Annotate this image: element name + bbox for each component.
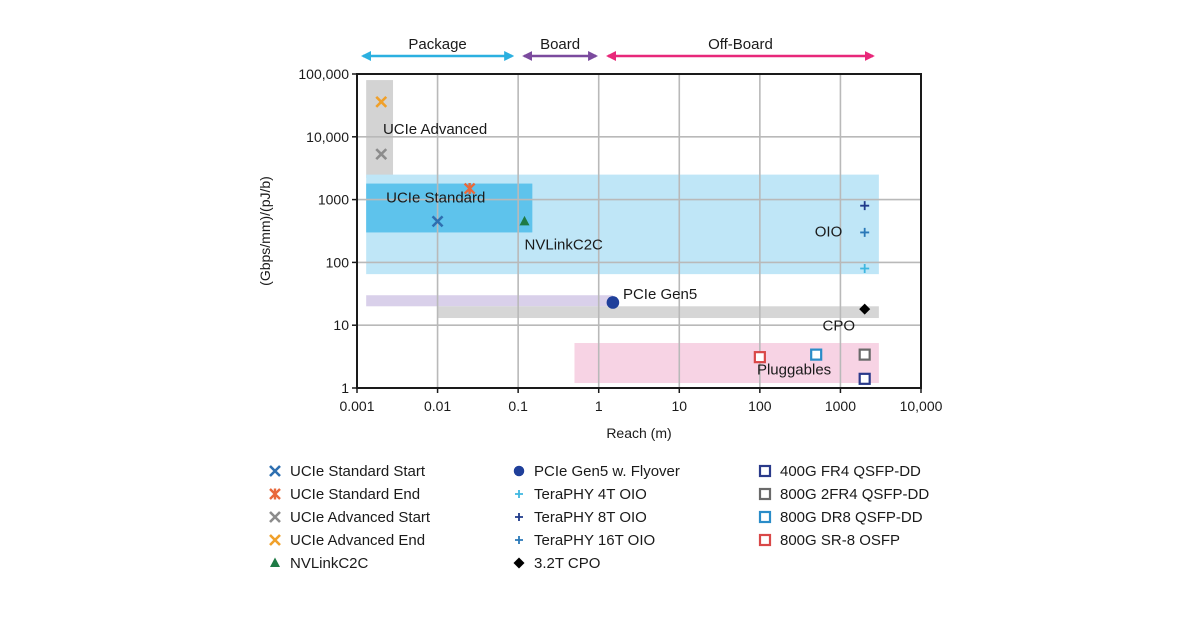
data-point bbox=[519, 215, 530, 226]
cpo-band bbox=[437, 306, 879, 319]
ucie-standard-band bbox=[366, 183, 533, 233]
legend-label: 800G 2FR4 QSFP-DD bbox=[780, 486, 929, 503]
plot-frame bbox=[356, 73, 922, 389]
annotation-label: OIO bbox=[815, 223, 843, 240]
region-label: Off-Board bbox=[708, 36, 773, 53]
x-tick-label: 1 bbox=[595, 398, 603, 414]
legend-marker bbox=[270, 557, 280, 567]
region-label: Package bbox=[408, 36, 466, 53]
data-point bbox=[753, 351, 766, 364]
data-point bbox=[858, 348, 871, 361]
legend-marker bbox=[758, 464, 772, 478]
x-tick-label: 10,000 bbox=[900, 398, 943, 414]
legend-marker bbox=[758, 487, 772, 501]
annotation-label: PCIe Gen5 bbox=[623, 286, 697, 303]
data-point bbox=[463, 182, 476, 195]
background-bands bbox=[366, 80, 879, 384]
y-tick-label: 100 bbox=[326, 254, 350, 270]
data-points bbox=[375, 95, 871, 385]
data-point bbox=[860, 227, 870, 237]
legend-marker bbox=[515, 536, 523, 544]
x-axis-title: Reach (m) bbox=[606, 425, 671, 441]
legend-label: NVLinkC2C bbox=[290, 555, 369, 572]
data-point bbox=[431, 215, 444, 228]
legend-marker bbox=[269, 488, 281, 500]
annotation-label: NVLinkC2C bbox=[525, 237, 604, 254]
legend-marker bbox=[758, 510, 772, 524]
legend-marker bbox=[513, 465, 525, 477]
y-tick-label: 1000 bbox=[318, 192, 349, 208]
annotations: UCIe Advanced UCIe Standard NVLinkC2C OIO PC… bbox=[383, 121, 855, 378]
legend-marker bbox=[513, 557, 525, 569]
region-label: Board bbox=[540, 36, 580, 53]
legend-label: 400G FR4 QSFP-DD bbox=[780, 463, 921, 480]
y-tick-label: 10 bbox=[333, 317, 349, 333]
y-axis-title: (Gbps/mm)/(pJ/b) bbox=[257, 176, 273, 286]
legend-label: PCIe Gen5 w. Flyover bbox=[534, 463, 680, 480]
legend-label: TeraPHY 8T OIO bbox=[534, 509, 647, 526]
data-point bbox=[606, 296, 620, 309]
legend-marker bbox=[758, 533, 772, 547]
legend-marker bbox=[269, 511, 281, 523]
data-point bbox=[859, 303, 871, 315]
legend-label: TeraPHY 4T OIO bbox=[534, 486, 647, 503]
data-point bbox=[375, 95, 388, 108]
annotation-label: Pluggables bbox=[757, 361, 831, 378]
x-tick-label: 0.1 bbox=[508, 398, 528, 414]
legend-marker bbox=[515, 513, 523, 521]
legend-label: 800G SR-8 OSFP bbox=[780, 532, 900, 549]
ucie-advanced-band bbox=[366, 80, 394, 179]
x-tick-label: 100 bbox=[748, 398, 772, 414]
legend-label: TeraPHY 16T OIO bbox=[534, 532, 655, 549]
legend: UCIe Standard Start UCIe Standard End UCIe… bbox=[269, 463, 929, 572]
legend-label: UCIe Advanced End bbox=[290, 532, 425, 549]
data-point bbox=[375, 148, 388, 161]
x-tick-label: 0.001 bbox=[339, 398, 374, 414]
x-tick-label: 0.01 bbox=[424, 398, 451, 414]
y-tick-label: 1 bbox=[341, 380, 349, 396]
x-tick-label: 10 bbox=[671, 398, 687, 414]
y-tick-label: 10,000 bbox=[306, 129, 349, 145]
pluggables-band bbox=[574, 343, 879, 384]
x-tick-label: 1000 bbox=[825, 398, 856, 414]
data-point bbox=[860, 263, 870, 273]
legend-label: UCIe Advanced Start bbox=[290, 509, 431, 526]
data-point bbox=[858, 372, 871, 385]
reach-regions: Package Board Off-Board bbox=[361, 36, 875, 61]
legend-marker bbox=[269, 534, 281, 546]
axes: 0.001 0.01 0.1 1 10 100 1000 10,000 1 10 100 1000 10… bbox=[257, 66, 943, 441]
legend-label: UCIe Standard Start bbox=[290, 463, 426, 480]
annotation-label: CPO bbox=[823, 317, 856, 334]
legend-marker bbox=[515, 490, 523, 498]
pcie-band bbox=[366, 295, 613, 307]
legend-label: UCIe Standard End bbox=[290, 486, 420, 503]
y-tick-label: 100,000 bbox=[298, 66, 349, 82]
data-point bbox=[860, 201, 870, 211]
data-point bbox=[810, 348, 823, 361]
annotation-label: UCIe Advanced bbox=[383, 121, 487, 138]
legend-label: 800G DR8 QSFP-DD bbox=[780, 509, 923, 526]
legend-label: 3.2T CPO bbox=[534, 555, 600, 572]
legend-marker bbox=[269, 465, 281, 477]
annotation-label: UCIe Standard bbox=[386, 189, 485, 206]
